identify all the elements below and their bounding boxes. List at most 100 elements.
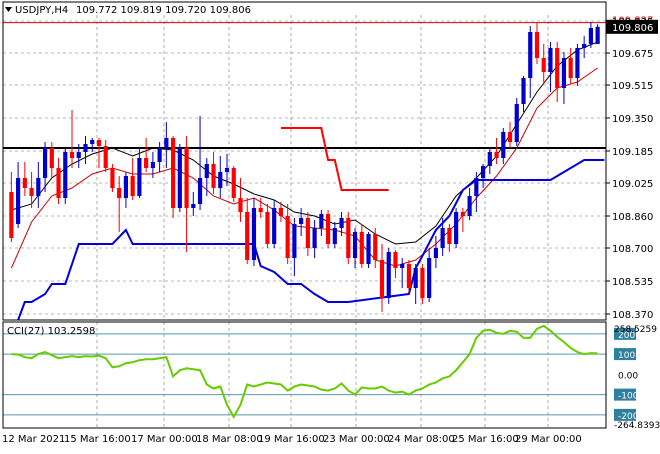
candle-body (211, 164, 216, 188)
candle-body (251, 208, 257, 260)
candle-body (541, 58, 546, 72)
candle-body (454, 212, 459, 244)
candle-body (191, 204, 196, 208)
candle-body (561, 58, 567, 88)
candle-body (130, 176, 135, 196)
candle-body (582, 44, 587, 48)
candle-body (447, 228, 452, 244)
upper-channel-line (280, 127, 389, 191)
current-price-tag-label: 109.806 (612, 23, 653, 34)
candle-body (325, 214, 331, 244)
candle-body (366, 234, 371, 264)
candle-body (171, 138, 176, 208)
candle-body (534, 32, 540, 58)
cci-min-label: -264.8393 (614, 421, 660, 431)
candle-body (433, 248, 438, 258)
candle-body (76, 152, 81, 158)
candle-body (63, 152, 68, 198)
price-tick-label: 109.025 (612, 179, 653, 190)
candle-body (144, 158, 149, 168)
cci-max-label: 258.5259 (614, 325, 657, 335)
candle-body (427, 258, 432, 298)
candle-body (245, 212, 250, 260)
candle-body (521, 78, 526, 104)
candle-body (49, 148, 54, 168)
cci-indicator-label: CCI(27) 103.2598 (7, 326, 95, 337)
cci-level-label: 0.00 (618, 371, 638, 381)
candle-body (90, 140, 95, 144)
candle-body (312, 228, 317, 248)
candle-body (238, 198, 243, 212)
cci-level-label: -200 (618, 412, 639, 422)
candle-body (474, 178, 479, 196)
symbol-label: USDJPY,H4 (15, 5, 68, 16)
candle-body (224, 168, 230, 172)
candle-body (528, 32, 533, 78)
candle-body (157, 148, 162, 162)
price-tick-label: 108.370 (612, 310, 653, 321)
cci-level-tag (614, 348, 636, 361)
time-axis-label: 17 Mar 00:00 (131, 434, 198, 445)
candle-body (319, 214, 324, 228)
fast-moving-average-line (11, 41, 598, 245)
candle-body (278, 208, 284, 216)
candle-body (164, 138, 169, 148)
lower-channel-line (17, 159, 605, 321)
candle-body (359, 232, 364, 264)
ohlc-label: 109.772 109.819 109.720 109.806 (76, 5, 251, 16)
candle-body (56, 168, 61, 198)
candle-body (332, 228, 337, 244)
candle-body (292, 224, 297, 258)
candle-body (103, 146, 108, 168)
current-price-tag (606, 19, 658, 34)
time-axis-label: 23 Mar 00:00 (323, 434, 390, 445)
price-tick-label: 108.860 (612, 212, 653, 223)
candle-body (352, 232, 358, 258)
candle-body (339, 218, 344, 228)
candle-body (346, 218, 351, 258)
slow-moving-average-line (10, 67, 598, 269)
time-axis-label: 29 Mar 00:00 (515, 434, 582, 445)
candle-body (393, 252, 398, 268)
candle-body (218, 172, 223, 188)
candle-body (123, 176, 129, 198)
candle-body (555, 48, 560, 88)
candle-body (96, 140, 102, 146)
cci-level-tag (614, 388, 636, 401)
cci-level-tag (614, 408, 636, 421)
candle-body (386, 252, 391, 298)
candle-body (568, 58, 573, 78)
price-tick-label: 109.185 (612, 147, 653, 158)
candle-body (487, 152, 492, 166)
candle-body (440, 228, 445, 248)
main-panel-frame (2, 1, 607, 321)
price-tick-label: 108.535 (612, 277, 653, 288)
candle-body (258, 208, 263, 212)
candle-body (460, 212, 465, 216)
cci-line (11, 324, 598, 419)
candle-body (400, 264, 405, 268)
candle-body (150, 162, 155, 168)
cci-level-label: 200 (618, 331, 635, 341)
candle-body (494, 152, 499, 158)
price-tick-label: 109.515 (612, 81, 653, 92)
candle-body (137, 158, 142, 196)
candle-body (305, 218, 310, 248)
time-axis-label: 18 Mar 08:00 (196, 434, 263, 445)
candle-body (588, 28, 593, 44)
candle-body (420, 268, 425, 298)
candle-body (204, 164, 209, 178)
price-tick-label: 108.700 (612, 244, 653, 255)
candle-body (299, 218, 304, 224)
cci-level-label: 100 (618, 351, 635, 361)
candle-body (29, 188, 34, 196)
candle-body (507, 132, 513, 142)
candle-body (36, 178, 41, 196)
candle-body (42, 148, 48, 178)
dropdown-triangle-icon (5, 7, 12, 12)
cci-panel-frame (2, 321, 607, 429)
candle-body (575, 48, 580, 78)
candle-body (177, 148, 182, 208)
